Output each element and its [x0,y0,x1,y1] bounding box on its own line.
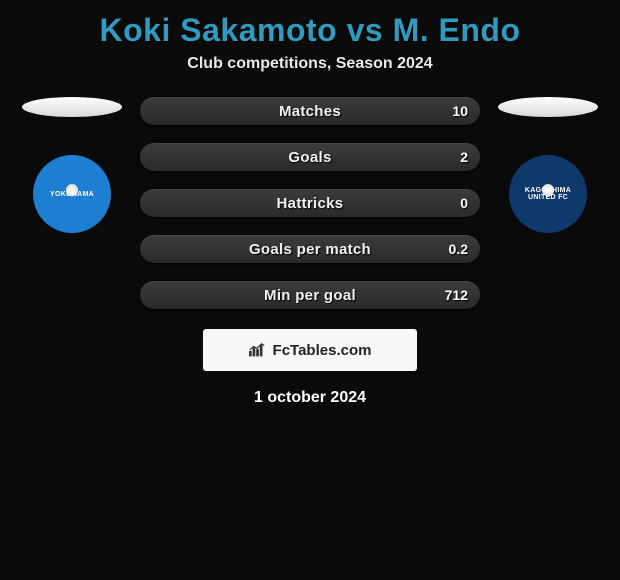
player-left-column: YOKOHAMA [22,97,122,237]
page-subtitle: Club competitions, Season 2024 [0,55,620,73]
stat-bars: Matches10 Goals2 Hattricks0 Goals per match… [140,97,480,309]
stat-label: Matches [140,97,480,125]
bar-chart-icon [249,342,267,358]
stat-bar: Goals2 [140,143,480,171]
stat-bar: Matches10 [140,97,480,125]
stat-value-right: 2 [460,143,468,171]
stat-value-right: 10 [452,97,468,125]
date-line: 1 october 2024 [0,389,620,407]
stat-value-right: 712 [445,281,468,309]
stat-value-right: 0.2 [449,235,468,263]
stat-value-right: 0 [460,189,468,217]
player-left-photo-placeholder [22,97,122,117]
stat-bar: Goals per match0.2 [140,235,480,263]
stat-label: Goals per match [140,235,480,263]
club-badge-right-label: KAGOSHIMA UNITED FC [509,155,587,233]
brand-text: FcTables.com [273,342,372,359]
stat-label: Hattricks [140,189,480,217]
stat-bar: Min per goal712 [140,281,480,309]
player-right-column: KAGOSHIMA UNITED FC [498,97,598,237]
brand-attribution: FcTables.com [203,329,417,371]
club-badge-left-label: YOKOHAMA [33,155,111,233]
comparison-row: YOKOHAMA Matches10 Goals2 Hattricks0 Goals … [0,97,620,309]
player-right-photo-placeholder [498,97,598,117]
stat-bar: Hattricks0 [140,189,480,217]
club-badge-right: KAGOSHIMA UNITED FC [505,151,591,237]
stat-label: Min per goal [140,281,480,309]
page-title: Koki Sakamoto vs M. Endo [0,12,620,49]
club-badge-left: YOKOHAMA [29,151,115,237]
comparison-infographic: Koki Sakamoto vs M. Endo Club competitio… [0,0,620,407]
stat-label: Goals [140,143,480,171]
